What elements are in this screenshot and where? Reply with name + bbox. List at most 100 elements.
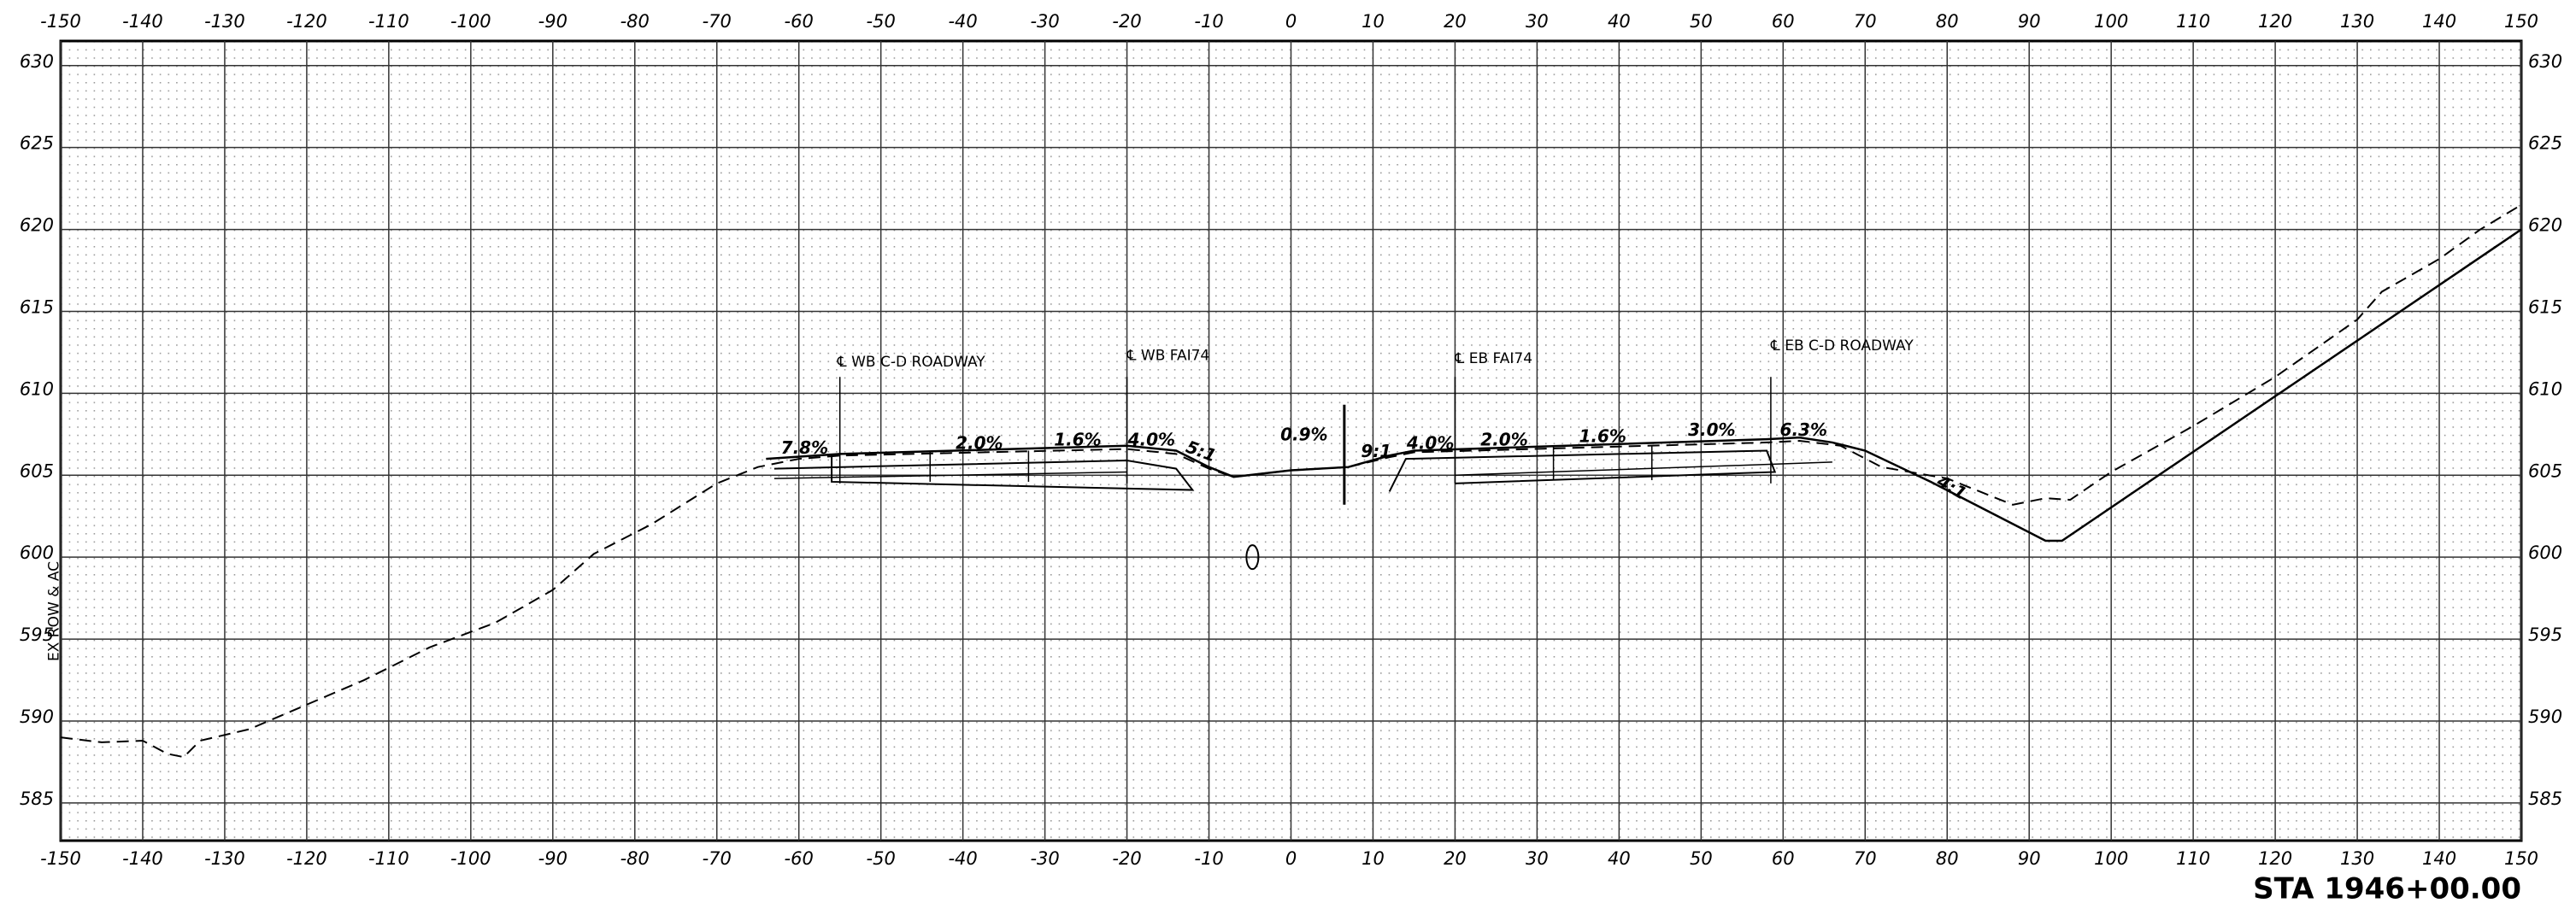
annotation: 4.0% xyxy=(1406,432,1454,453)
x-tick-label: 50 xyxy=(1690,848,1713,869)
y-tick-label: 595 xyxy=(2528,624,2562,645)
x-tick-label: -30 xyxy=(1030,11,1059,32)
x-tick-label: 100 xyxy=(2094,848,2128,869)
x-tick-label: -130 xyxy=(204,848,245,869)
survey-marker xyxy=(1245,544,1260,571)
annotation: 9:1 xyxy=(1361,441,1391,461)
y-tick-label: 590 xyxy=(2528,707,2562,727)
x-tick-label: -80 xyxy=(620,848,650,869)
y-tick-label: 630 xyxy=(2528,51,2562,72)
x-tick-label: 80 xyxy=(1936,11,1959,32)
x-tick-label: -150 xyxy=(40,848,81,869)
x-tick-label: -150 xyxy=(40,11,81,32)
x-tick-label: -90 xyxy=(538,848,568,869)
x-tick-label: 150 xyxy=(2504,848,2538,869)
x-tick-label: 70 xyxy=(1854,848,1877,869)
pavement-outline xyxy=(773,471,1127,479)
x-tick-label: 40 xyxy=(1608,11,1631,32)
annotation: 6.3% xyxy=(1780,419,1827,440)
y-tick-label: 590 xyxy=(20,707,54,727)
x-tick-label: 40 xyxy=(1608,848,1631,869)
x-tick-label: -50 xyxy=(867,11,896,32)
annotation: 7.8% xyxy=(781,437,828,458)
y-tick-label: 610 xyxy=(20,378,54,399)
x-tick-label: 140 xyxy=(2422,11,2456,32)
pavement-outline xyxy=(1455,461,1832,477)
annotation: 4.0% xyxy=(1127,430,1175,450)
x-tick-label: 60 xyxy=(1772,11,1795,32)
x-tick-label: -90 xyxy=(538,11,568,32)
x-tick-label: -20 xyxy=(1112,848,1141,869)
pavement-outline xyxy=(1388,449,1777,492)
y-tick-label: 605 xyxy=(2528,460,2562,481)
x-tick-label: -110 xyxy=(368,11,409,32)
x-tick-label: 10 xyxy=(1362,848,1385,869)
x-tick-label: 20 xyxy=(1444,11,1467,32)
annotation: ℄ WB C-D ROADWAY xyxy=(837,354,985,371)
x-tick-label: -120 xyxy=(286,848,327,869)
x-tick-label: 70 xyxy=(1854,11,1877,32)
x-tick-label: -140 xyxy=(122,848,163,869)
x-tick-label: 110 xyxy=(2176,11,2210,32)
x-tick-label: -80 xyxy=(620,11,650,32)
x-tick-label: 60 xyxy=(1772,848,1795,869)
y-tick-label: 630 xyxy=(20,51,54,72)
x-tick-label: -100 xyxy=(450,11,491,32)
x-tick-label: -10 xyxy=(1194,848,1223,869)
x-tick-label: 150 xyxy=(2504,11,2538,32)
annotation: 1.6% xyxy=(1054,430,1101,450)
x-tick-label: -60 xyxy=(785,848,814,869)
x-tick-label: -40 xyxy=(948,848,977,869)
x-tick-label: 80 xyxy=(1936,848,1959,869)
y-tick-label: 615 xyxy=(2528,296,2562,317)
x-tick-label: 140 xyxy=(2422,848,2456,869)
y-tick-label: 600 xyxy=(20,542,54,563)
x-tick-label: 120 xyxy=(2258,11,2292,32)
x-tick-label: -110 xyxy=(368,848,409,869)
x-tick-label: -130 xyxy=(204,11,245,32)
x-tick-label: 30 xyxy=(1526,11,1549,32)
annotation: ℄ EB C-D ROADWAY xyxy=(1770,337,1914,355)
annotation: 0.9% xyxy=(1280,425,1327,445)
y-tick-label: 585 xyxy=(20,789,54,809)
y-tick-label: 625 xyxy=(2528,133,2562,154)
annotation: 2.0% xyxy=(1480,430,1527,450)
x-tick-label: -140 xyxy=(122,11,163,32)
x-tick-label: 130 xyxy=(2340,11,2374,32)
x-tick-label: -30 xyxy=(1030,848,1059,869)
x-tick-label: -50 xyxy=(867,848,896,869)
x-tick-label: -70 xyxy=(703,848,732,869)
annotation: 1.6% xyxy=(1579,426,1626,447)
y-tick-label: 605 xyxy=(20,460,54,481)
x-tick-label: 90 xyxy=(2018,848,2041,869)
annotation: EX ROW & AC xyxy=(45,561,62,661)
y-tick-label: 625 xyxy=(20,133,54,154)
y-tick-label: 595 xyxy=(20,624,54,645)
x-tick-label: -70 xyxy=(703,11,732,32)
x-tick-label: 50 xyxy=(1690,11,1713,32)
x-tick-label: 90 xyxy=(2018,11,2041,32)
x-tick-label: 130 xyxy=(2340,848,2374,869)
x-tick-label: -20 xyxy=(1112,11,1141,32)
x-tick-label: -100 xyxy=(450,848,491,869)
x-tick-label: -10 xyxy=(1194,11,1223,32)
x-tick-label: -40 xyxy=(948,11,977,32)
annotation: ℄ WB FAI74 xyxy=(1126,347,1210,364)
x-tick-label: 0 xyxy=(1285,11,1297,32)
proposed-grade-line xyxy=(766,228,2522,542)
x-tick-label: 110 xyxy=(2176,848,2210,869)
x-tick-label: 30 xyxy=(1526,848,1549,869)
y-tick-label: 610 xyxy=(2528,378,2562,399)
station-label: STA 1946+00.00 xyxy=(2253,872,2521,903)
y-tick-label: 620 xyxy=(2528,215,2562,236)
x-tick-label: 20 xyxy=(1444,848,1467,869)
x-tick-label: 120 xyxy=(2258,848,2292,869)
annotation: ℄ EB FAI74 xyxy=(1454,350,1532,367)
x-tick-label: 0 xyxy=(1285,848,1297,869)
x-tick-label: 100 xyxy=(2094,11,2128,32)
y-tick-label: 615 xyxy=(20,296,54,317)
x-tick-label: -60 xyxy=(785,11,814,32)
x-tick-label: 10 xyxy=(1362,11,1385,32)
y-tick-label: 600 xyxy=(2528,542,2562,563)
